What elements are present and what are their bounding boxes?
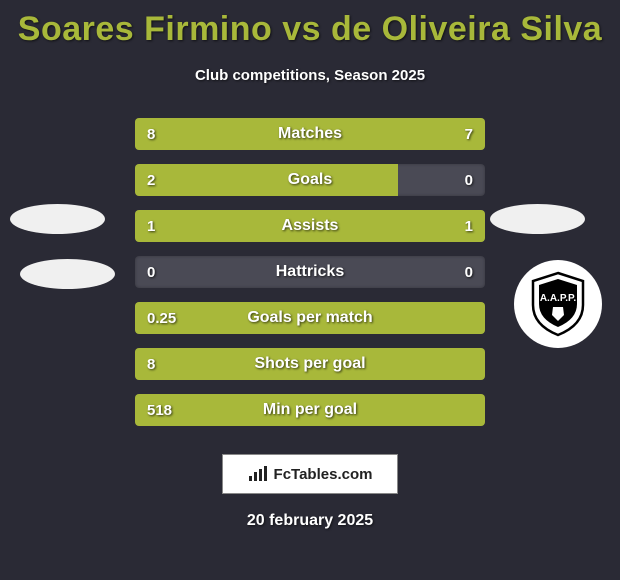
stat-value-right: 0 — [465, 172, 473, 189]
stat-row: 1 Assists 1 — [135, 210, 485, 242]
stat-row: 518 Min per goal — [135, 394, 485, 426]
comparison-card: Soares Firmino vs de Oliveira Silva Club… — [0, 0, 620, 580]
player2-badge-1 — [490, 204, 585, 234]
page-title: Soares Firmino vs de Oliveira Silva — [0, 0, 620, 49]
date-label: 20 february 2025 — [0, 512, 620, 530]
stat-row: 8 Matches 7 — [135, 118, 485, 150]
stat-value-right: 7 — [465, 126, 473, 143]
stat-value-right: 0 — [465, 264, 473, 281]
stat-row: 0.25 Goals per match — [135, 302, 485, 334]
stat-label: Min per goal — [135, 401, 485, 419]
stat-row: 2 Goals 0 — [135, 164, 485, 196]
chart-icon — [248, 466, 268, 482]
stat-label: Matches — [135, 125, 485, 143]
brand-text: FcTables.com — [274, 466, 373, 483]
stat-label: Goals per match — [135, 309, 485, 327]
stat-label: Shots per goal — [135, 355, 485, 373]
brand-badge: FcTables.com — [222, 454, 398, 494]
stat-row: 0 Hattricks 0 — [135, 256, 485, 288]
player1-badge-2 — [20, 259, 115, 289]
svg-text:A.A.P.P.: A.A.P.P. — [540, 293, 577, 304]
stat-value-right: 1 — [465, 218, 473, 235]
club-crest-icon: A.A.P.P. — [529, 271, 587, 337]
stat-label: Assists — [135, 217, 485, 235]
stat-label: Hattricks — [135, 263, 485, 281]
stat-row: 8 Shots per goal — [135, 348, 485, 380]
player2-badge-2: A.A.P.P. — [514, 260, 602, 348]
player1-badge-1 — [10, 204, 105, 234]
stat-label: Goals — [135, 171, 485, 189]
subtitle: Club competitions, Season 2025 — [0, 67, 620, 84]
